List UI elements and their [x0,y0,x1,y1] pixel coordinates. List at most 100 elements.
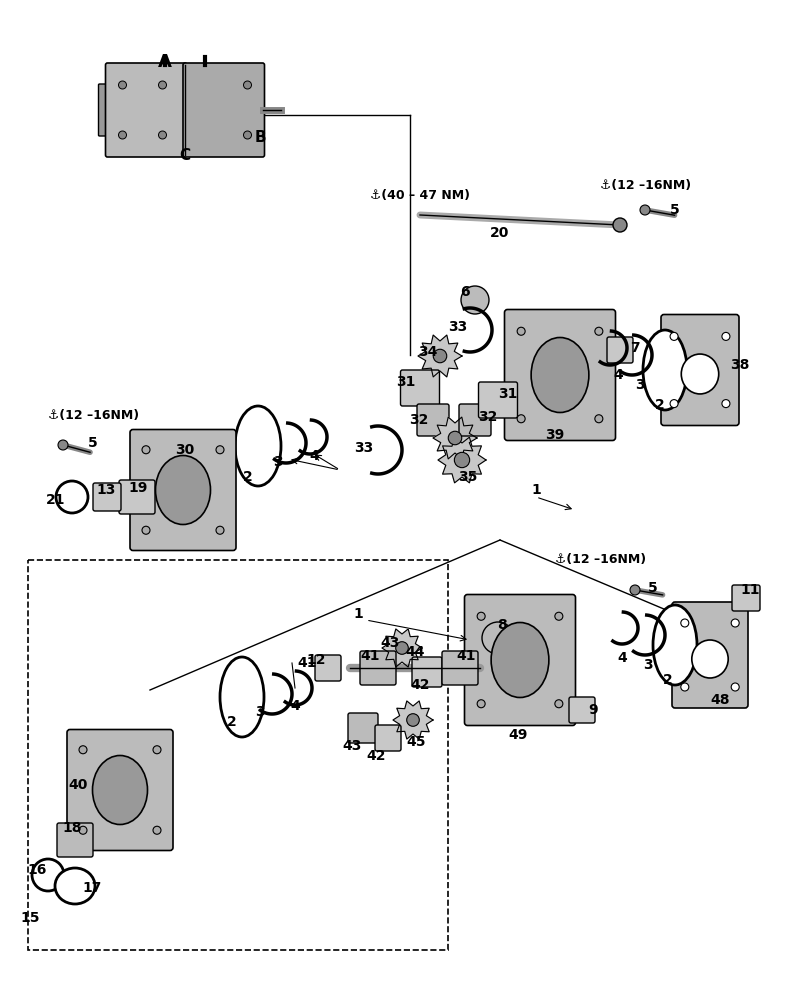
Text: 43: 43 [342,739,362,753]
Text: 11: 11 [741,583,760,597]
FancyBboxPatch shape [67,730,173,850]
Ellipse shape [491,622,549,698]
Circle shape [722,332,730,340]
Circle shape [670,400,678,408]
Circle shape [517,415,525,423]
Text: 33: 33 [448,320,467,334]
Circle shape [433,349,447,363]
Polygon shape [418,335,462,377]
Text: 4: 4 [309,449,319,463]
Text: 13: 13 [97,483,116,497]
FancyBboxPatch shape [661,314,739,426]
Circle shape [681,683,689,691]
Ellipse shape [235,406,281,486]
Text: 44: 44 [406,645,425,659]
Circle shape [153,746,161,754]
Circle shape [79,826,87,834]
Text: 34: 34 [418,345,438,359]
FancyBboxPatch shape [360,651,396,685]
Circle shape [722,400,730,408]
Text: 39: 39 [546,428,565,442]
Circle shape [455,452,470,468]
Text: ⚓(12 –16NM): ⚓(12 –16NM) [600,178,691,192]
Ellipse shape [93,756,147,824]
Text: ⚓(12 –16NM): ⚓(12 –16NM) [555,554,646,566]
Text: 5: 5 [648,581,657,595]
Ellipse shape [155,456,211,524]
Circle shape [119,131,127,139]
Polygon shape [382,629,422,667]
Circle shape [142,526,150,534]
Polygon shape [433,417,477,459]
Circle shape [731,683,739,691]
FancyBboxPatch shape [442,651,478,685]
Circle shape [119,81,127,89]
Text: 38: 38 [730,358,749,372]
Circle shape [595,415,603,423]
Circle shape [461,286,489,314]
Text: 42: 42 [366,749,386,763]
Circle shape [58,440,68,450]
Text: 21: 21 [46,493,66,507]
Ellipse shape [681,354,718,394]
Circle shape [670,332,678,340]
Circle shape [477,700,485,708]
Text: 49: 49 [508,728,527,742]
FancyBboxPatch shape [119,480,155,514]
FancyBboxPatch shape [505,310,615,440]
Text: 1: 1 [353,607,363,621]
FancyBboxPatch shape [130,430,236,550]
Text: 5: 5 [88,436,97,450]
Circle shape [517,327,525,335]
Text: 3: 3 [643,658,653,672]
Ellipse shape [653,605,697,685]
Text: 6: 6 [460,285,470,299]
Text: 41: 41 [456,649,476,663]
Ellipse shape [531,338,589,412]
Text: 43: 43 [380,636,400,650]
Text: 2: 2 [227,715,237,729]
Circle shape [595,327,603,335]
Text: ⚓(12 –16NM): ⚓(12 –16NM) [48,408,139,422]
Circle shape [681,619,689,627]
Text: ⚓(40 – 47 NM): ⚓(40 – 47 NM) [370,188,470,202]
Circle shape [482,622,514,654]
Text: C: C [180,147,191,162]
Circle shape [158,81,166,89]
Text: 35: 35 [459,470,478,484]
FancyBboxPatch shape [98,84,111,136]
Text: 3: 3 [255,705,265,719]
Ellipse shape [691,640,728,678]
Text: 4: 4 [613,368,623,382]
FancyBboxPatch shape [607,337,633,363]
FancyBboxPatch shape [417,404,449,436]
Text: 17: 17 [82,881,101,895]
Text: 7: 7 [630,341,640,355]
Text: 45: 45 [406,735,426,749]
Circle shape [555,612,563,620]
Text: B: B [254,130,266,145]
Ellipse shape [55,868,95,904]
Text: 8: 8 [497,618,507,632]
Circle shape [243,131,252,139]
Text: 5: 5 [670,203,680,217]
FancyBboxPatch shape [569,697,595,723]
Text: 30: 30 [175,443,195,457]
FancyBboxPatch shape [401,370,440,406]
Ellipse shape [643,330,687,410]
Circle shape [731,619,739,627]
Text: 40: 40 [68,778,88,792]
Circle shape [153,826,161,834]
FancyBboxPatch shape [105,63,187,157]
Text: 1: 1 [531,483,541,497]
Text: 3: 3 [273,455,283,469]
Polygon shape [438,437,486,483]
FancyBboxPatch shape [315,655,341,681]
Text: 32: 32 [478,410,497,424]
FancyBboxPatch shape [348,713,378,743]
Text: 3: 3 [635,378,645,392]
Circle shape [555,700,563,708]
FancyBboxPatch shape [459,404,491,436]
FancyBboxPatch shape [93,483,121,511]
Ellipse shape [56,481,88,513]
